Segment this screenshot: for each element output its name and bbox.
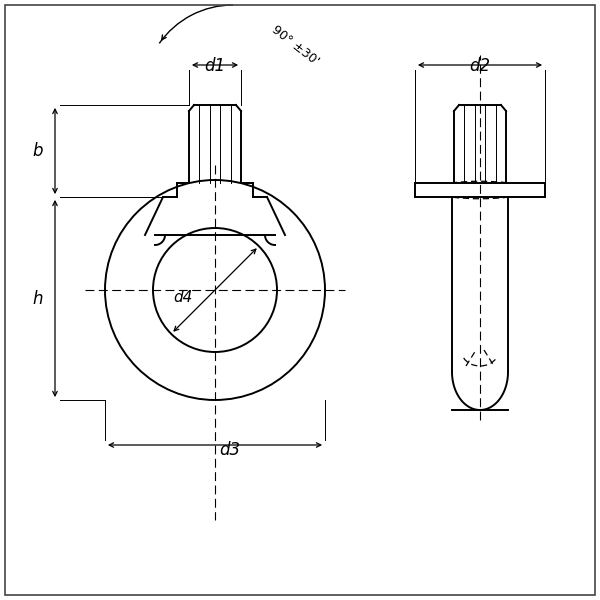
- Text: b: b: [32, 142, 43, 160]
- Text: d2: d2: [469, 57, 491, 75]
- Text: d4: d4: [173, 290, 193, 305]
- Text: d1: d1: [205, 57, 226, 75]
- Text: d3: d3: [220, 441, 241, 459]
- Text: h: h: [32, 289, 43, 307]
- Text: 90° ±30': 90° ±30': [269, 23, 322, 68]
